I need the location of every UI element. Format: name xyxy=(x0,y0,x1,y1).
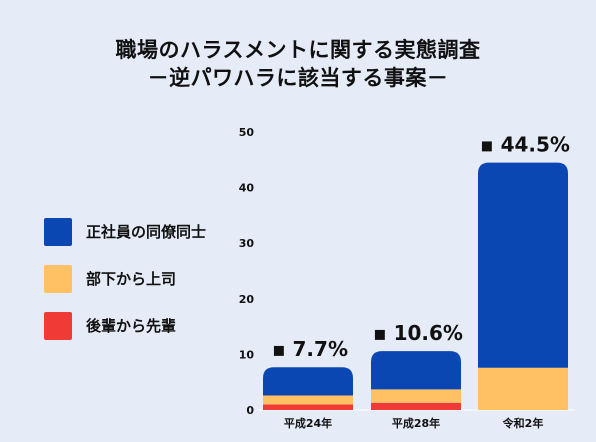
y-tick-label: 10 xyxy=(239,348,255,361)
legend-swatch xyxy=(44,218,72,246)
bar-segment xyxy=(263,404,353,410)
legend-swatch xyxy=(44,312,72,340)
y-tick-label: 30 xyxy=(239,237,255,250)
legend-label: 部下から上司 xyxy=(86,270,177,288)
bar-segment xyxy=(371,351,461,390)
x-category-label: 平成28年 xyxy=(392,416,440,430)
legend-swatch xyxy=(44,265,72,293)
bar-segment xyxy=(263,395,353,405)
bar-total-label: ▪ 10.6% xyxy=(373,321,463,345)
bar-segment xyxy=(371,402,461,410)
legend-label: 後輩から先輩 xyxy=(86,317,177,335)
bar-segment xyxy=(263,367,353,396)
chart-title: 職場のハラスメントに関する実態調査 xyxy=(115,38,481,62)
bar-total-label: ▪ 7.7% xyxy=(272,337,348,361)
y-tick-label: 40 xyxy=(239,182,255,195)
bar-segment xyxy=(478,162,568,368)
legend-label: 正社員の同僚同士 xyxy=(86,223,207,241)
y-tick-label: 20 xyxy=(239,293,255,306)
bar-total-label: ▪ 44.5% xyxy=(480,133,570,157)
y-tick-label: 50 xyxy=(239,126,255,139)
bar-segment xyxy=(478,367,568,410)
x-category-label: 平成24年 xyxy=(284,416,332,430)
chart-subtitle: －逆パワハラに該当する事案－ xyxy=(147,66,449,90)
x-category-label: 令和2年 xyxy=(502,416,544,430)
y-tick-label: 0 xyxy=(246,404,254,417)
bar-segment xyxy=(371,389,461,403)
